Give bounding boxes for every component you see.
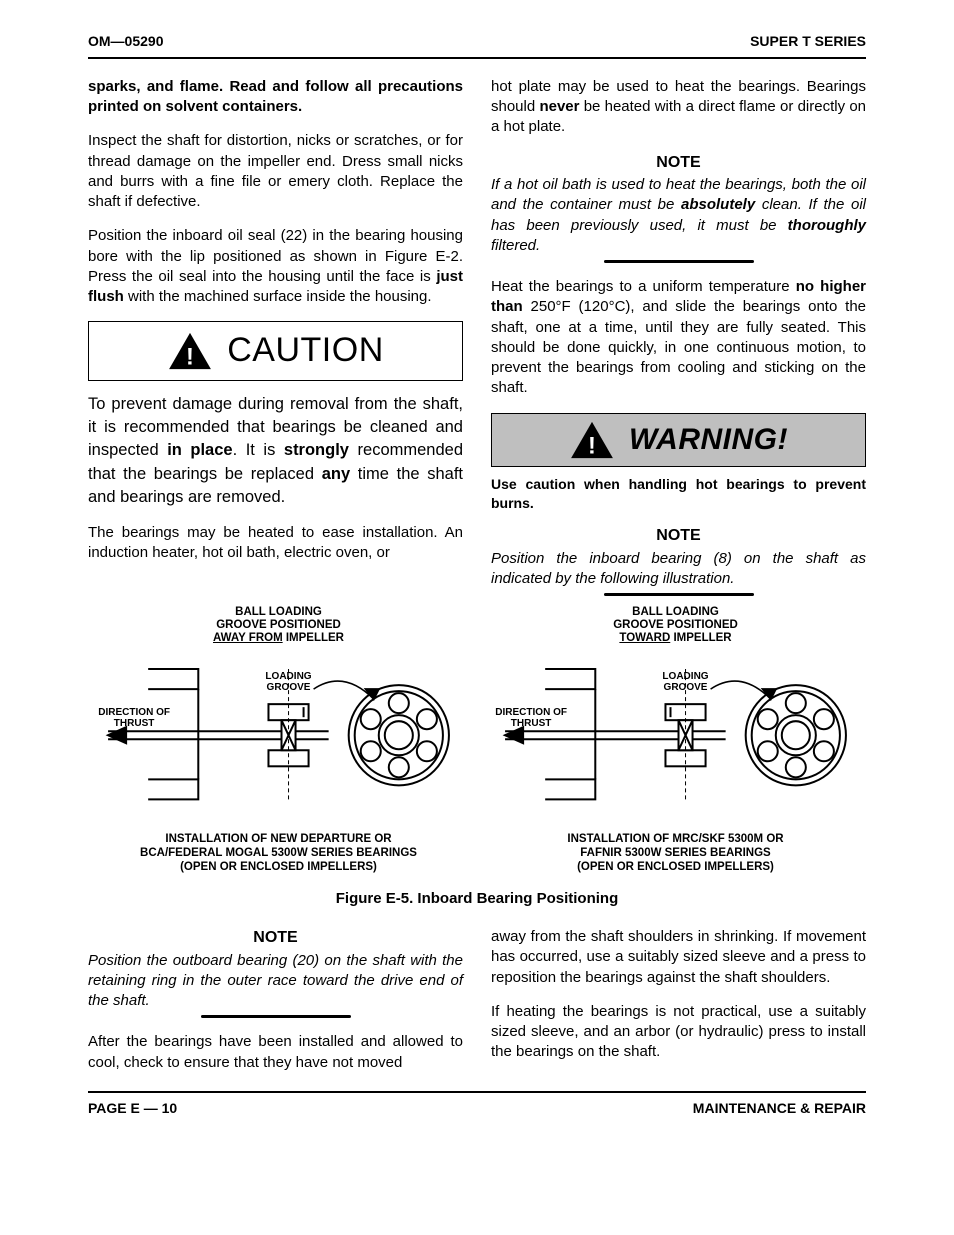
t: never — [539, 98, 579, 115]
fig-right-caption: INSTALLATION OF MRC/SKF 5300M OR FAFNIR … — [485, 833, 866, 874]
t: with the machined surface inside the hou… — [124, 288, 432, 305]
t: (OPEN OR ENCLOSED IMPELLERS) — [577, 861, 774, 873]
note-heading: NOTE — [491, 152, 866, 174]
t: Heat the bearings to a uniform temperatu… — [491, 278, 796, 295]
header-left: OM—05290 — [88, 32, 163, 51]
footer-right: MAINTENANCE & REPAIR — [693, 1099, 866, 1118]
loading-label: LOADINGGROOVE — [265, 671, 311, 693]
note-2: NOTE Position the inboard bearing (8) on… — [491, 525, 866, 596]
fig-right-top-label: BALL LOADING GROOVE POSITIONED TOWARD IM… — [485, 606, 866, 645]
note-rule — [201, 1015, 351, 1018]
upper-columns: sparks, and flame. Read and follow all p… — [88, 77, 866, 596]
page-header: OM—05290 SUPER T SERIES — [88, 32, 866, 59]
figure-right: BALL LOADING GROOVE POSITIONED TOWARD IM… — [485, 606, 866, 875]
thrust-label: DIRECTION OFTHRUST — [495, 707, 567, 729]
para-hot-plate: hot plate may be used to heat the bearin… — [491, 77, 866, 138]
note-heading: NOTE — [491, 525, 866, 547]
t: BCA/FEDERAL MOGAL 5300W SERIES BEARINGS — [140, 847, 417, 859]
bearing-diagram-left: DIRECTION OFTHRUST LOADINGGROOVE — [88, 649, 469, 819]
note-heading: NOTE — [88, 927, 463, 949]
para-heat-temp: Heat the bearings to a uniform temperatu… — [491, 277, 866, 399]
t: thoroughly — [788, 217, 866, 234]
warning-box: ! WARNING! — [491, 413, 866, 468]
bearing-diagram-right: DIRECTION OFTHRUST LOADINGGROOVE — [485, 649, 866, 819]
fig-left-caption: INSTALLATION OF NEW DEPARTURE OR BCA/FED… — [88, 833, 469, 874]
continued-heading: sparks, and flame. Read and follow all p… — [88, 77, 463, 118]
t: BALL LOADING — [632, 606, 719, 618]
footer-left: PAGE E — 10 — [88, 1099, 177, 1118]
t: AWAY FROM — [213, 632, 283, 644]
thrust-label: DIRECTION OFTHRUST — [98, 707, 170, 729]
note-rule — [604, 593, 754, 596]
svg-text:!: ! — [588, 434, 596, 460]
note-3: NOTE Position the outboard bearing (20) … — [88, 927, 463, 1018]
figure-e5: BALL LOADING GROOVE POSITIONED AWAY FROM… — [88, 606, 866, 909]
note-rule — [604, 260, 754, 263]
t: IMPELLER — [283, 632, 344, 644]
t: in place — [167, 441, 232, 459]
t: FAFNIR 5300W SERIES BEARINGS — [580, 847, 770, 859]
warning-triangle-icon: ! — [569, 420, 615, 460]
header-right: SUPER T SERIES — [750, 32, 866, 51]
t: absolutely — [681, 196, 755, 213]
caution-triangle-icon: ! — [167, 331, 213, 371]
t: (OPEN OR ENCLOSED IMPELLERS) — [180, 861, 377, 873]
note-1: NOTE If a hot oil bath is used to heat t… — [491, 152, 866, 264]
t: Position the inboard oil seal (22) in th… — [88, 227, 463, 285]
note-body: Position the outboard bearing (20) on th… — [88, 951, 463, 1012]
t: INSTALLATION OF NEW DEPARTURE OR — [165, 833, 391, 845]
para-inspect-shaft: Inspect the shaft for distortion, nicks … — [88, 131, 463, 212]
caution-label: CAUTION — [227, 328, 384, 374]
warning-label: WARNING! — [629, 420, 788, 461]
t: strongly — [284, 441, 349, 459]
para-arbor-press: If heating the bearings is not practical… — [491, 1002, 866, 1063]
svg-text:!: ! — [186, 345, 194, 371]
t: any — [322, 465, 350, 483]
t: BALL LOADING — [235, 606, 322, 618]
para-after-install: After the bearings have been installed a… — [88, 1032, 463, 1073]
caution-paragraph: To prevent damage during removal from th… — [88, 393, 463, 508]
t: GROOVE POSITIONED — [216, 619, 341, 631]
caution-box: ! CAUTION — [88, 321, 463, 381]
note-body: Position the inboard bearing (8) on the … — [491, 549, 866, 590]
para-shaft-shoulders: away from the shaft shoulders in shrinki… — [491, 927, 866, 988]
t: . It is — [233, 441, 284, 459]
t: TOWARD — [619, 632, 670, 644]
figure-left: BALL LOADING GROOVE POSITIONED AWAY FROM… — [88, 606, 469, 875]
fig-left-top-label: BALL LOADING GROOVE POSITIONED AWAY FROM… — [88, 606, 469, 645]
t: 250°F (120°C), and slide the bearings on… — [491, 298, 866, 396]
figure-title: Figure E-5. Inboard Bearing Positioning — [88, 889, 866, 909]
para-heating-intro: The bearings may be heated to ease insta… — [88, 523, 463, 564]
page-footer: PAGE E — 10 MAINTENANCE & REPAIR — [88, 1091, 866, 1118]
para-oil-seal: Position the inboard oil seal (22) in th… — [88, 226, 463, 307]
t: IMPELLER — [670, 632, 731, 644]
t: INSTALLATION OF MRC/SKF 5300M OR — [567, 833, 783, 845]
note-body: If a hot oil bath is used to heat the be… — [491, 175, 866, 256]
t: GROOVE POSITIONED — [613, 619, 738, 631]
warning-caption: Use caution when handling hot bearings t… — [491, 475, 866, 513]
loading-label: LOADINGGROOVE — [662, 671, 708, 693]
lower-columns: NOTE Position the outboard bearing (20) … — [88, 927, 866, 1073]
t: filtered. — [491, 237, 540, 254]
